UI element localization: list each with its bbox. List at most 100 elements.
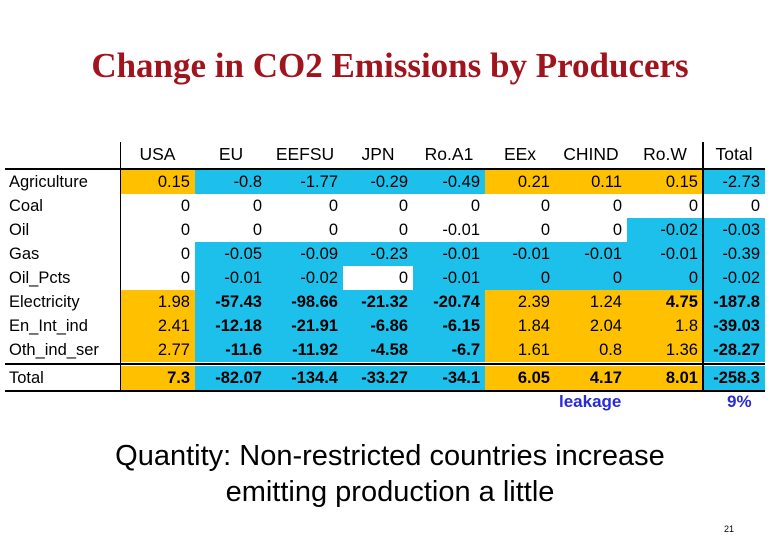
- row-label-oil: Oil: [9, 221, 30, 239]
- row-label-coal: Coal: [9, 197, 43, 215]
- total-cell: -33.27: [343, 366, 413, 390]
- table-cell: 1.36: [627, 338, 703, 362]
- table-cell: 2.41: [120, 314, 195, 338]
- caption-line-2: emitting production a little: [225, 476, 555, 508]
- total-cell: -34.1: [413, 366, 485, 390]
- table-cell: 1.61: [485, 338, 555, 362]
- caption-line-1: Quantity: Non-restricted countries incre…: [115, 440, 665, 472]
- table-cell: -0.29: [343, 170, 413, 194]
- table-cell: -21.91: [267, 314, 343, 338]
- total-cell: 4.17: [555, 366, 627, 390]
- column-header-jpn: JPN: [361, 144, 395, 164]
- table-cell: -0.01: [413, 218, 485, 242]
- leakage-label: leakage: [559, 392, 622, 411]
- table-cell: -0.23: [343, 242, 413, 266]
- total-cell: -134.4: [267, 366, 343, 390]
- table-cell: -0.01: [485, 242, 555, 266]
- total-cell: -82.07: [195, 366, 267, 390]
- table-cell: -21.32: [343, 290, 413, 314]
- table-cell: -12.18: [195, 314, 267, 338]
- column-header-ro-w: Ro.W: [643, 144, 687, 164]
- table-cell: -0.39: [703, 242, 765, 266]
- emissions-table: USA EU EEFSU JPN Ro.A1 EEx CHIND Ro.W Total Agric…: [5, 142, 765, 411]
- table-cell: 0: [627, 266, 703, 290]
- table-cell: -0.8: [195, 170, 267, 194]
- total-divider-bottom: [5, 390, 765, 392]
- table-cell: 0.15: [627, 170, 703, 194]
- table-cell: 1.8: [627, 314, 703, 338]
- total-column-divider: [702, 142, 704, 392]
- table-cell: 0: [555, 266, 627, 290]
- row-label-en-int-ind: En_Int_ind: [9, 317, 88, 335]
- table-cell: 0: [413, 194, 485, 218]
- table-cell: -6.86: [343, 314, 413, 338]
- row-label-oth-ind-ser: Oth_ind_ser: [9, 341, 99, 359]
- table-cell: 2.77: [120, 338, 195, 362]
- table-cell: -0.01: [413, 266, 485, 290]
- table-cell: 0: [195, 218, 267, 242]
- table-cell: 0: [485, 218, 555, 242]
- table-cell: -0.01: [413, 242, 485, 266]
- table-cell: 0: [120, 266, 195, 290]
- table-cell: 0: [343, 218, 413, 242]
- total-cell: 6.05: [485, 366, 555, 390]
- table-cell: -0.03: [703, 218, 765, 242]
- table-cell: 0: [485, 194, 555, 218]
- table-cell: -57.43: [195, 290, 267, 314]
- table-cell: 0: [485, 266, 555, 290]
- table-cell: -98.66: [267, 290, 343, 314]
- column-header-eefsu: EEFSU: [275, 144, 335, 164]
- total-cell: 7.3: [120, 366, 195, 390]
- table-cell: -28.27: [703, 338, 765, 362]
- table-cell: -0.01: [555, 242, 627, 266]
- label-column-divider: [120, 142, 121, 392]
- table-cell: 0.15: [120, 170, 195, 194]
- column-header-eex: EEx: [503, 144, 537, 164]
- table-cell: 2.39: [485, 290, 555, 314]
- table-cell: -0.49: [413, 170, 485, 194]
- table-cell: -39.03: [703, 314, 765, 338]
- table-cell: -0.01: [195, 266, 267, 290]
- header-divider: [5, 168, 765, 170]
- column-header-eu: EU: [218, 144, 244, 164]
- row-label-electricity: Electricity: [9, 293, 80, 311]
- table-cell: 0: [267, 194, 343, 218]
- table-cell: -187.8: [703, 290, 765, 314]
- table-cell: -11.92: [267, 338, 343, 362]
- table-cell: -6.15: [413, 314, 485, 338]
- table-cell: -0.02: [703, 266, 765, 290]
- table-cell: -4.58: [343, 338, 413, 362]
- table-cell: 0.11: [555, 170, 627, 194]
- table-cell: -0.02: [267, 266, 343, 290]
- row-label-total: Total: [9, 369, 44, 387]
- table-cell: -11.6: [195, 338, 267, 362]
- column-header-usa: USA: [139, 144, 176, 164]
- table-cell: -0.02: [627, 218, 703, 242]
- total-cell: 8.01: [627, 366, 703, 390]
- table-cell: 0.8: [555, 338, 627, 362]
- row-label-oil-pcts: Oil_Pcts: [9, 269, 71, 287]
- table-cell: 4.75: [627, 290, 703, 314]
- row-label-agriculture: Agriculture: [9, 173, 88, 191]
- table-cell: 1.98: [120, 290, 195, 314]
- page-number: 21: [723, 524, 734, 534]
- table-cell: 0: [120, 218, 195, 242]
- row-label-gas: Gas: [9, 245, 40, 263]
- table-cell: -6.7: [413, 338, 485, 362]
- slide-caption: Quantity: Non-restricted countries incre…: [0, 438, 780, 510]
- table-cell: -0.05: [195, 242, 267, 266]
- table-cell: 0: [555, 194, 627, 218]
- table-cell: 1.24: [555, 290, 627, 314]
- total-divider-top: [5, 363, 765, 365]
- table-cell: 0: [627, 194, 703, 218]
- table-cell: 0: [703, 194, 765, 218]
- table-cell: 1.84: [485, 314, 555, 338]
- table-cell: -1.77: [267, 170, 343, 194]
- table-cell: 0: [120, 242, 195, 266]
- table-cell: -0.01: [627, 242, 703, 266]
- table-cell: -2.73: [703, 170, 765, 194]
- table-cell: 0: [343, 194, 413, 218]
- table-cell: -0.09: [267, 242, 343, 266]
- table-cell: 2.04: [555, 314, 627, 338]
- leakage-value: 9%: [727, 392, 752, 411]
